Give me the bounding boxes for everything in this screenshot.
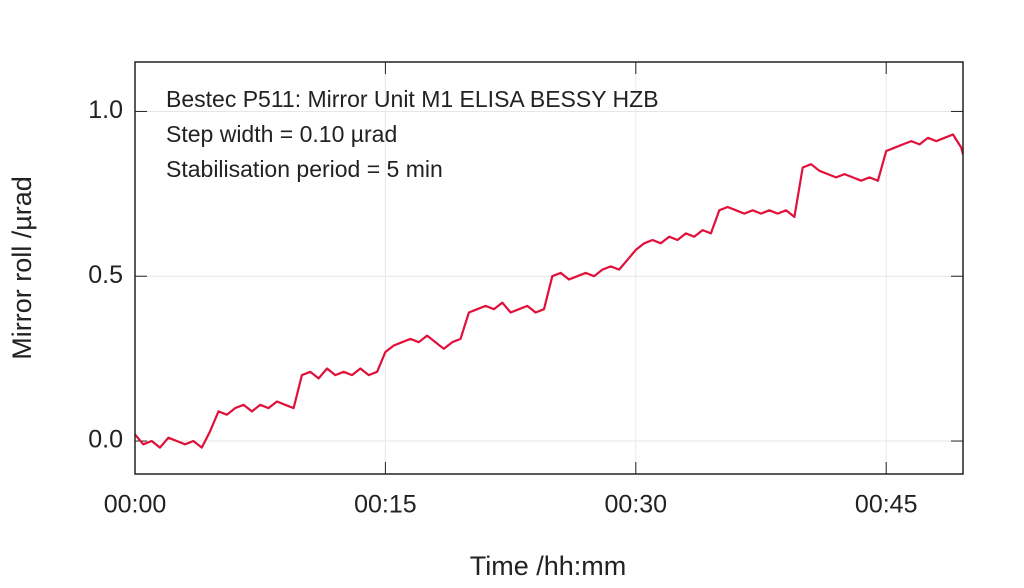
y-tick-label: 1.0	[88, 96, 123, 124]
x-tick-label: 00:30	[605, 491, 668, 519]
annotation: Bestec P511: Mirror Unit M1 ELISA BESSY …	[166, 86, 659, 112]
data-line	[134, 133, 965, 449]
y-tick-label: 0.5	[88, 261, 123, 289]
x-axis-label: Time /hh:mm	[470, 551, 627, 581]
x-tick-label: 00:15	[354, 491, 417, 519]
x-tick-label: 00:00	[104, 491, 167, 519]
y-tick-label: 0.0	[88, 426, 123, 454]
annotation: Step width = 0.10 µrad	[166, 121, 397, 147]
x-tick-label: 00:45	[855, 491, 918, 519]
annotation: Stabilisation period = 5 min	[166, 156, 443, 182]
plot-frame	[134, 61, 964, 475]
y-axis-label: Mirror roll /µrad	[7, 176, 37, 360]
